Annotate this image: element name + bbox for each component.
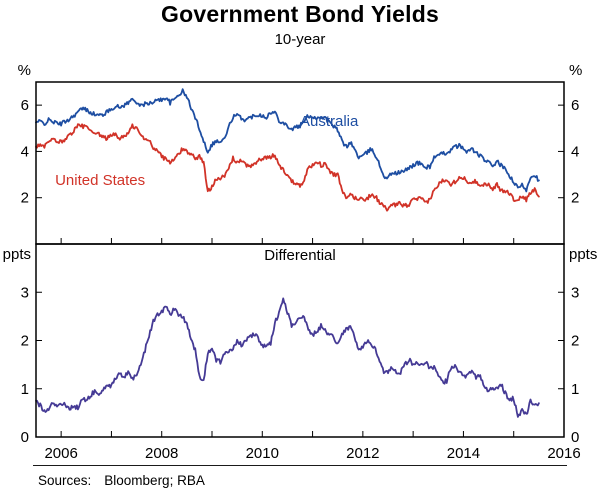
chart-title: Government Bond Yields [161, 1, 439, 27]
y-tick-label: 6 [571, 97, 579, 114]
y-tick-label: 0 [571, 429, 579, 446]
chart-subtitle: 10-year [274, 31, 326, 48]
y-tick-label: 3 [571, 284, 579, 301]
unit-label: % [569, 62, 582, 79]
y-tick-label: 4 [21, 143, 29, 160]
x-tick-label: 2010 [246, 445, 279, 462]
sources-value: Bloomberg; RBA [104, 473, 205, 488]
y-tick-label: 1 [21, 381, 29, 398]
y-tick-label: 0 [21, 429, 29, 446]
sources-label: Sources: [38, 473, 92, 488]
x-tick-label: 2006 [44, 445, 77, 462]
y-tick-label: 4 [571, 143, 579, 160]
x-tick-label: 2008 [145, 445, 178, 462]
series-line-differential [35, 297, 540, 418]
panel-frame [35, 243, 565, 438]
x-tick-label: 2016 [547, 445, 580, 462]
y-tick-label: 2 [571, 190, 579, 207]
y-tick-label: 1 [571, 381, 579, 398]
y-tick-label: 2 [571, 333, 579, 350]
bond-yields-chart: 2 2 4 4 6 6% % Australia United States 0 0 1 1 2 2 3 3 pp… [3, 62, 598, 462]
unit-label: % [18, 62, 31, 79]
x-tick-label: 2014 [447, 445, 480, 462]
y-tick-label: 2 [21, 190, 29, 207]
y-tick-label: 6 [21, 97, 29, 114]
series-label-united-states: United States [55, 172, 145, 189]
series-line-united-states [35, 123, 540, 212]
series-line-australia [35, 88, 540, 193]
unit-label: ppts [3, 246, 31, 263]
y-tick-label: 2 [21, 333, 29, 350]
y-tick-label: 3 [21, 284, 29, 301]
x-tick-label: 2012 [346, 445, 379, 462]
panel-label: Differential [264, 247, 335, 264]
footer-divider [33, 465, 567, 466]
sources-note: Sources: Bloomberg; RBA [38, 473, 205, 488]
series-label-australia: Australia [300, 113, 359, 130]
unit-label: ppts [569, 246, 597, 263]
